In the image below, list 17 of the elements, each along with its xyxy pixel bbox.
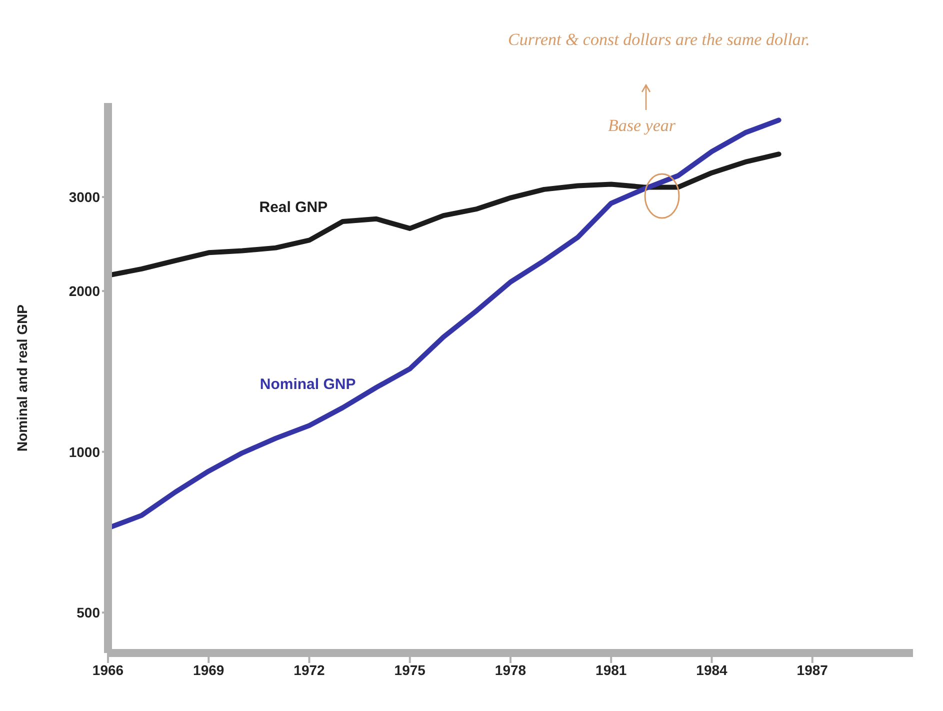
annotation: Base year: [608, 116, 677, 136]
x-tick-label: 1987: [796, 662, 828, 678]
x-tick-label: 1981: [596, 662, 627, 678]
y-tick-label: 3000: [68, 189, 100, 206]
x-tick-label: 1966: [92, 662, 124, 678]
y-tick-label: 2000: [68, 283, 100, 300]
x-tick-label: 1984: [696, 662, 728, 678]
x-tick-label: 1969: [193, 662, 224, 678]
text: Current & const dollars are the same dollar.: [508, 30, 811, 50]
series-label: Nominal GNP: [260, 376, 356, 393]
x-tick-label: 1975: [394, 662, 426, 678]
x-tick-label: 1978: [494, 662, 526, 678]
y-tick-label: 500: [76, 604, 100, 621]
y-axis-title: Nominal and real GNP: [14, 304, 30, 452]
series-label: Real GNP: [259, 199, 328, 216]
x-tick-label: 1972: [294, 662, 326, 678]
y-tick-label: 1000: [68, 444, 100, 460]
